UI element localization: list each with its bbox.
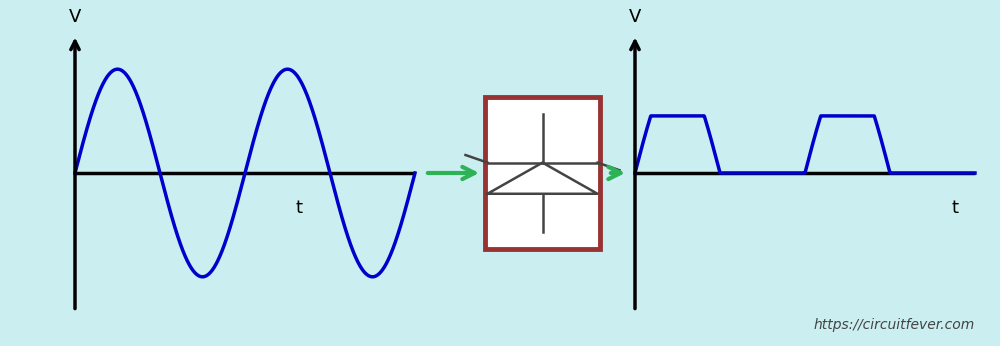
Text: https://circuitfever.com: https://circuitfever.com — [814, 318, 975, 332]
Text: t: t — [295, 199, 302, 217]
Text: V: V — [629, 8, 641, 26]
Text: t: t — [952, 199, 958, 217]
Text: V: V — [69, 8, 81, 26]
Bar — [485, 97, 600, 249]
